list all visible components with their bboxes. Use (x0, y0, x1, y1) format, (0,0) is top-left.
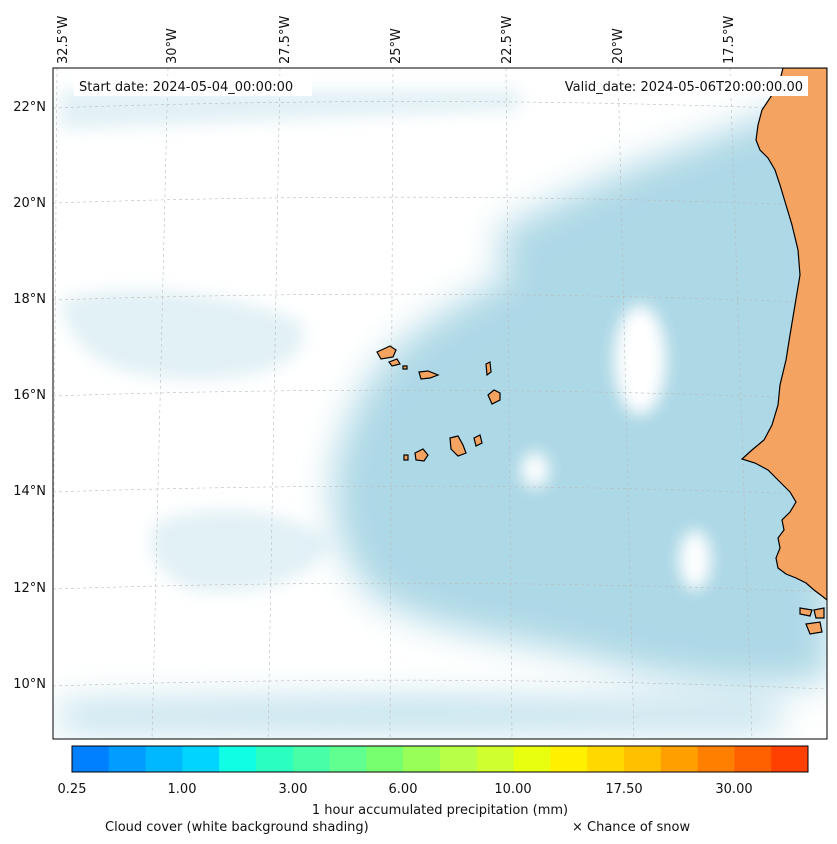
lon-label: 17.5°W (722, 16, 737, 64)
bissagos-island (799, 607, 813, 617)
meridian (267, 68, 281, 739)
latitude-labels: 22°N 20°N 18°N 16°N 14°N 12°N 10°N (13, 100, 46, 692)
parallel (53, 485, 827, 496)
longitude-labels: 32.5°W 30°W 27.5°W 25°W 22.5°W 20°W 17.5… (56, 16, 737, 64)
lat-label: 10°N (13, 677, 46, 692)
colorbar-segment (219, 746, 257, 772)
meridian (617, 68, 635, 739)
island-sao-vicente (388, 358, 401, 367)
island-sao-nicolau (418, 370, 440, 380)
lat-label: 12°N (13, 581, 46, 596)
colorbar-segment (697, 746, 735, 772)
africa-landmass (740, 68, 827, 601)
cloud-patch-west (60, 289, 304, 380)
colorbar-tick-label: 30.00 (715, 782, 752, 797)
meridian (53, 68, 58, 646)
colorbar-segment (72, 746, 110, 772)
bissagos-island (805, 621, 823, 635)
clear-patch (521, 452, 549, 488)
colorbar-tick-label: 17.50 (605, 782, 642, 797)
lon-label: 25°W (389, 28, 404, 64)
island-maio (473, 434, 483, 447)
cloud-patch-southwest (150, 509, 330, 593)
colorbar (72, 746, 809, 772)
meridian (389, 68, 394, 739)
colorbar-segment (256, 746, 294, 772)
parallel (53, 679, 827, 690)
meridian (505, 68, 513, 739)
colorbar-segment (182, 746, 220, 772)
parallel (53, 389, 827, 400)
map-panel: Start date: 2024-05-04_00:00:00 Valid_da… (53, 68, 827, 739)
colorbar-frame (71, 745, 809, 773)
colorbar-tick-label: 3.00 (279, 782, 308, 797)
cape-verde-islands (376, 345, 501, 462)
parallel (53, 196, 827, 207)
island-santa-luzia (402, 365, 408, 370)
colorbar-segment (108, 746, 147, 772)
lon-label: 27.5°W (278, 16, 293, 64)
island-brava (403, 454, 409, 461)
cloud-cover-note: Cloud cover (white background shading) (105, 820, 369, 835)
cloud-mass-north (498, 100, 827, 300)
start-date-box (74, 76, 312, 96)
colorbar-label: 1 hour accumulated precipitation (mm) (312, 803, 568, 818)
clear-patch (679, 530, 711, 590)
bissagos-island (813, 607, 825, 619)
island-fogo (414, 448, 429, 462)
colorbar-segment (366, 746, 404, 772)
lon-label: 32.5°W (56, 16, 71, 64)
lon-label: 30°W (165, 28, 180, 64)
snow-note: × Chance of snow (572, 820, 690, 835)
clear-patch (614, 305, 666, 415)
map-frame (52, 67, 828, 740)
cloud-streak-northwest (60, 90, 520, 130)
cloud-clearings (521, 305, 711, 590)
island-boa-vista (487, 389, 501, 405)
colorbar-tick-label: 10.00 (494, 782, 531, 797)
valid-date-label: Valid_date: 2024-05-06T20:00:00.00 (565, 80, 803, 95)
lat-label: 18°N (13, 292, 46, 307)
colorbar-segment (440, 746, 478, 772)
colorbar-segment (476, 746, 515, 772)
colorbar-segment (660, 746, 699, 772)
parallel (53, 582, 827, 593)
colorbar-segment (403, 746, 441, 772)
colorbar-segment (771, 746, 809, 772)
island-santiago (449, 435, 467, 457)
lon-label: 22.5°W (500, 16, 515, 64)
colorbar-segment (292, 746, 331, 772)
cloud-band-south (60, 700, 780, 728)
colorbar-tick-label: 0.25 (58, 782, 87, 797)
lat-label: 16°N (13, 388, 46, 403)
lon-label: 20°W (611, 28, 626, 64)
colorbar-segment (734, 746, 772, 772)
meridian (151, 68, 169, 739)
start-date-label: Start date: 2024-05-04_00:00:00 (79, 80, 293, 95)
lat-label: 22°N (13, 100, 46, 115)
colorbar-segment (550, 746, 588, 772)
island-santo-antao (376, 345, 397, 360)
colorbar-ticks: 0.25 1.00 3.00 6.00 10.00 17.50 30.00 (58, 782, 753, 797)
lat-label: 14°N (13, 484, 46, 499)
colorbar-segment (624, 746, 662, 772)
valid-date-box (540, 76, 808, 96)
colorbar-segment (145, 746, 183, 772)
parallel (53, 101, 827, 111)
meridian (729, 68, 753, 739)
graticule (53, 68, 827, 739)
colorbar-segment (513, 746, 551, 772)
island-sal (485, 361, 492, 377)
lat-label: 20°N (13, 196, 46, 211)
colorbar-segment (329, 746, 367, 772)
colorbar-segment (587, 746, 625, 772)
parallel (53, 293, 827, 304)
cloud-cover-light (60, 90, 520, 593)
colorbar-tick-label: 6.00 (389, 782, 418, 797)
colorbar-tick-label: 1.00 (168, 782, 197, 797)
